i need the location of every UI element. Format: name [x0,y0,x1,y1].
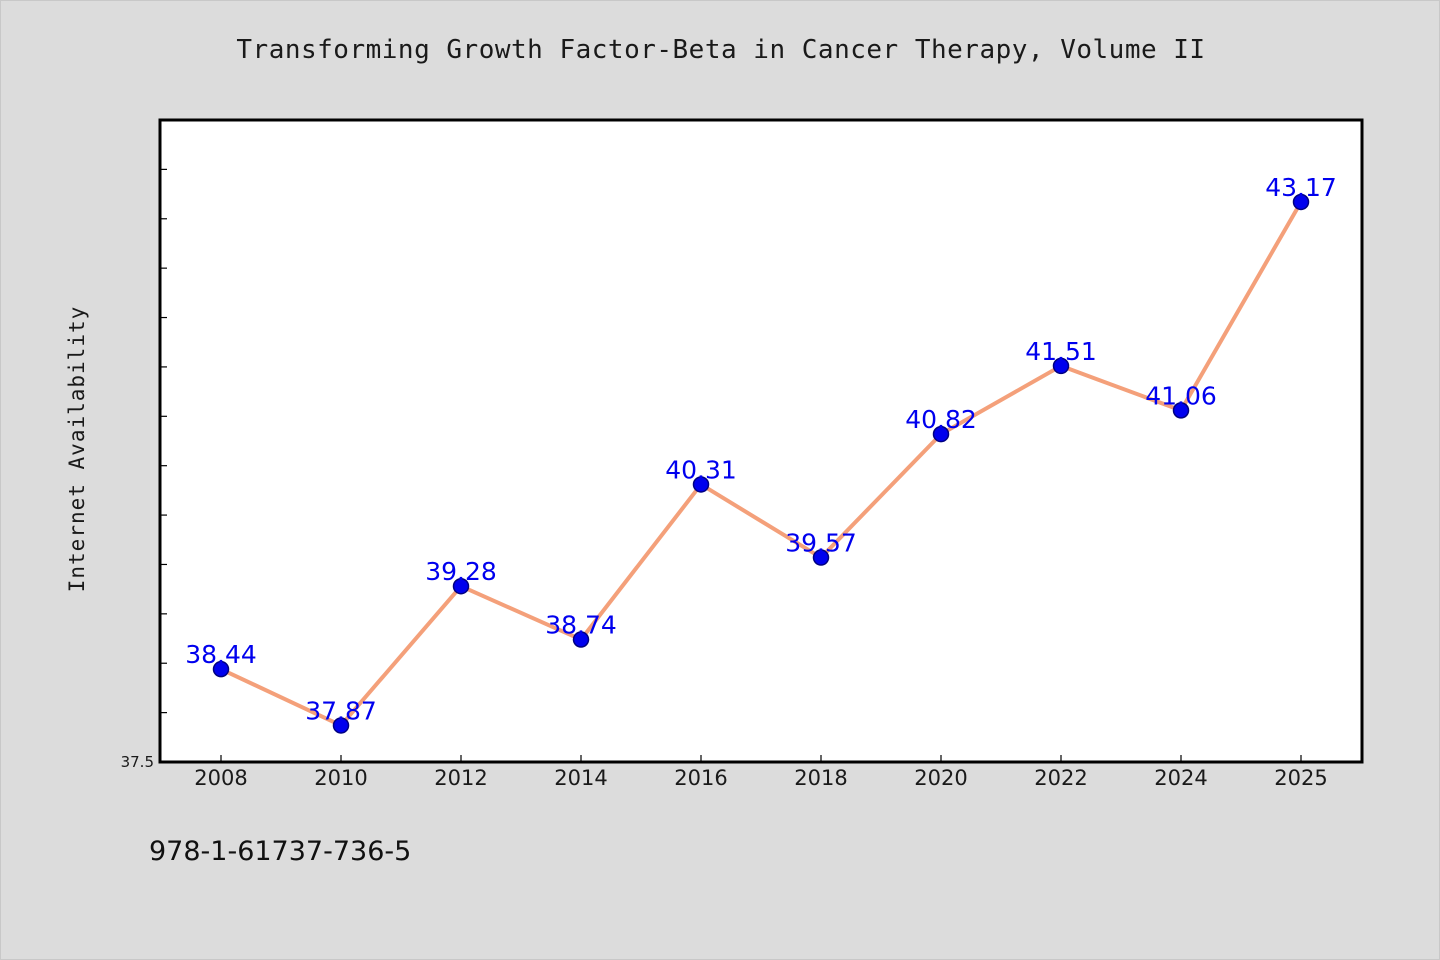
x-axis-ticks: 2008 2010 2012 2014 2016 2018 2020 2022 2024 2025 [194,755,1328,790]
x-tick-label: 2012 [434,766,487,790]
data-point [1052,357,1070,375]
data-label: 39.57 [785,529,857,558]
x-tick-label: 2008 [194,766,247,790]
x-tick-label: 2020 [914,766,967,790]
x-tick-label: 2022 [1034,766,1087,790]
data-point [212,660,230,678]
x-tick-label: 2014 [554,766,607,790]
data-label: 43.17 [1265,173,1337,202]
data-point [332,717,350,734]
series-markers [212,193,1310,734]
chart-title: Transforming Growth Factor-Beta in Cance… [236,35,1206,65]
data-point [932,425,950,443]
data-point [452,577,470,595]
data-label: 40.82 [905,405,977,434]
y-tick-label: 37.5 [121,753,154,771]
data-labels: 38.44 37.87 39.28 38.74 40.31 39.57 40.82 41.51… [185,173,1337,725]
y-axis-ticks: 37.5 [121,119,167,771]
x-tick-label: 2010 [314,766,367,790]
x-tick-label: 2025 [1274,766,1327,790]
data-label: 38.74 [545,611,617,640]
x-tick-label: 2016 [674,766,727,790]
data-point [1292,193,1310,211]
data-label: 39.28 [425,557,497,586]
isbn-footer: 978-1-61737-736-5 [149,836,412,867]
data-point [1172,402,1190,419]
plot-area [158,118,1364,764]
series-line [219,199,1303,728]
data-label: 40.31 [665,455,737,484]
data-label: 38.44 [185,640,257,669]
data-label: 41.06 [1145,381,1217,410]
x-tick-label: 2024 [1154,766,1207,790]
data-point [572,631,590,648]
data-point [812,549,830,566]
data-point [692,476,710,493]
data-label: 41.51 [1025,337,1097,366]
x-tick-label: 2018 [794,766,847,790]
data-label: 37.87 [305,696,377,725]
